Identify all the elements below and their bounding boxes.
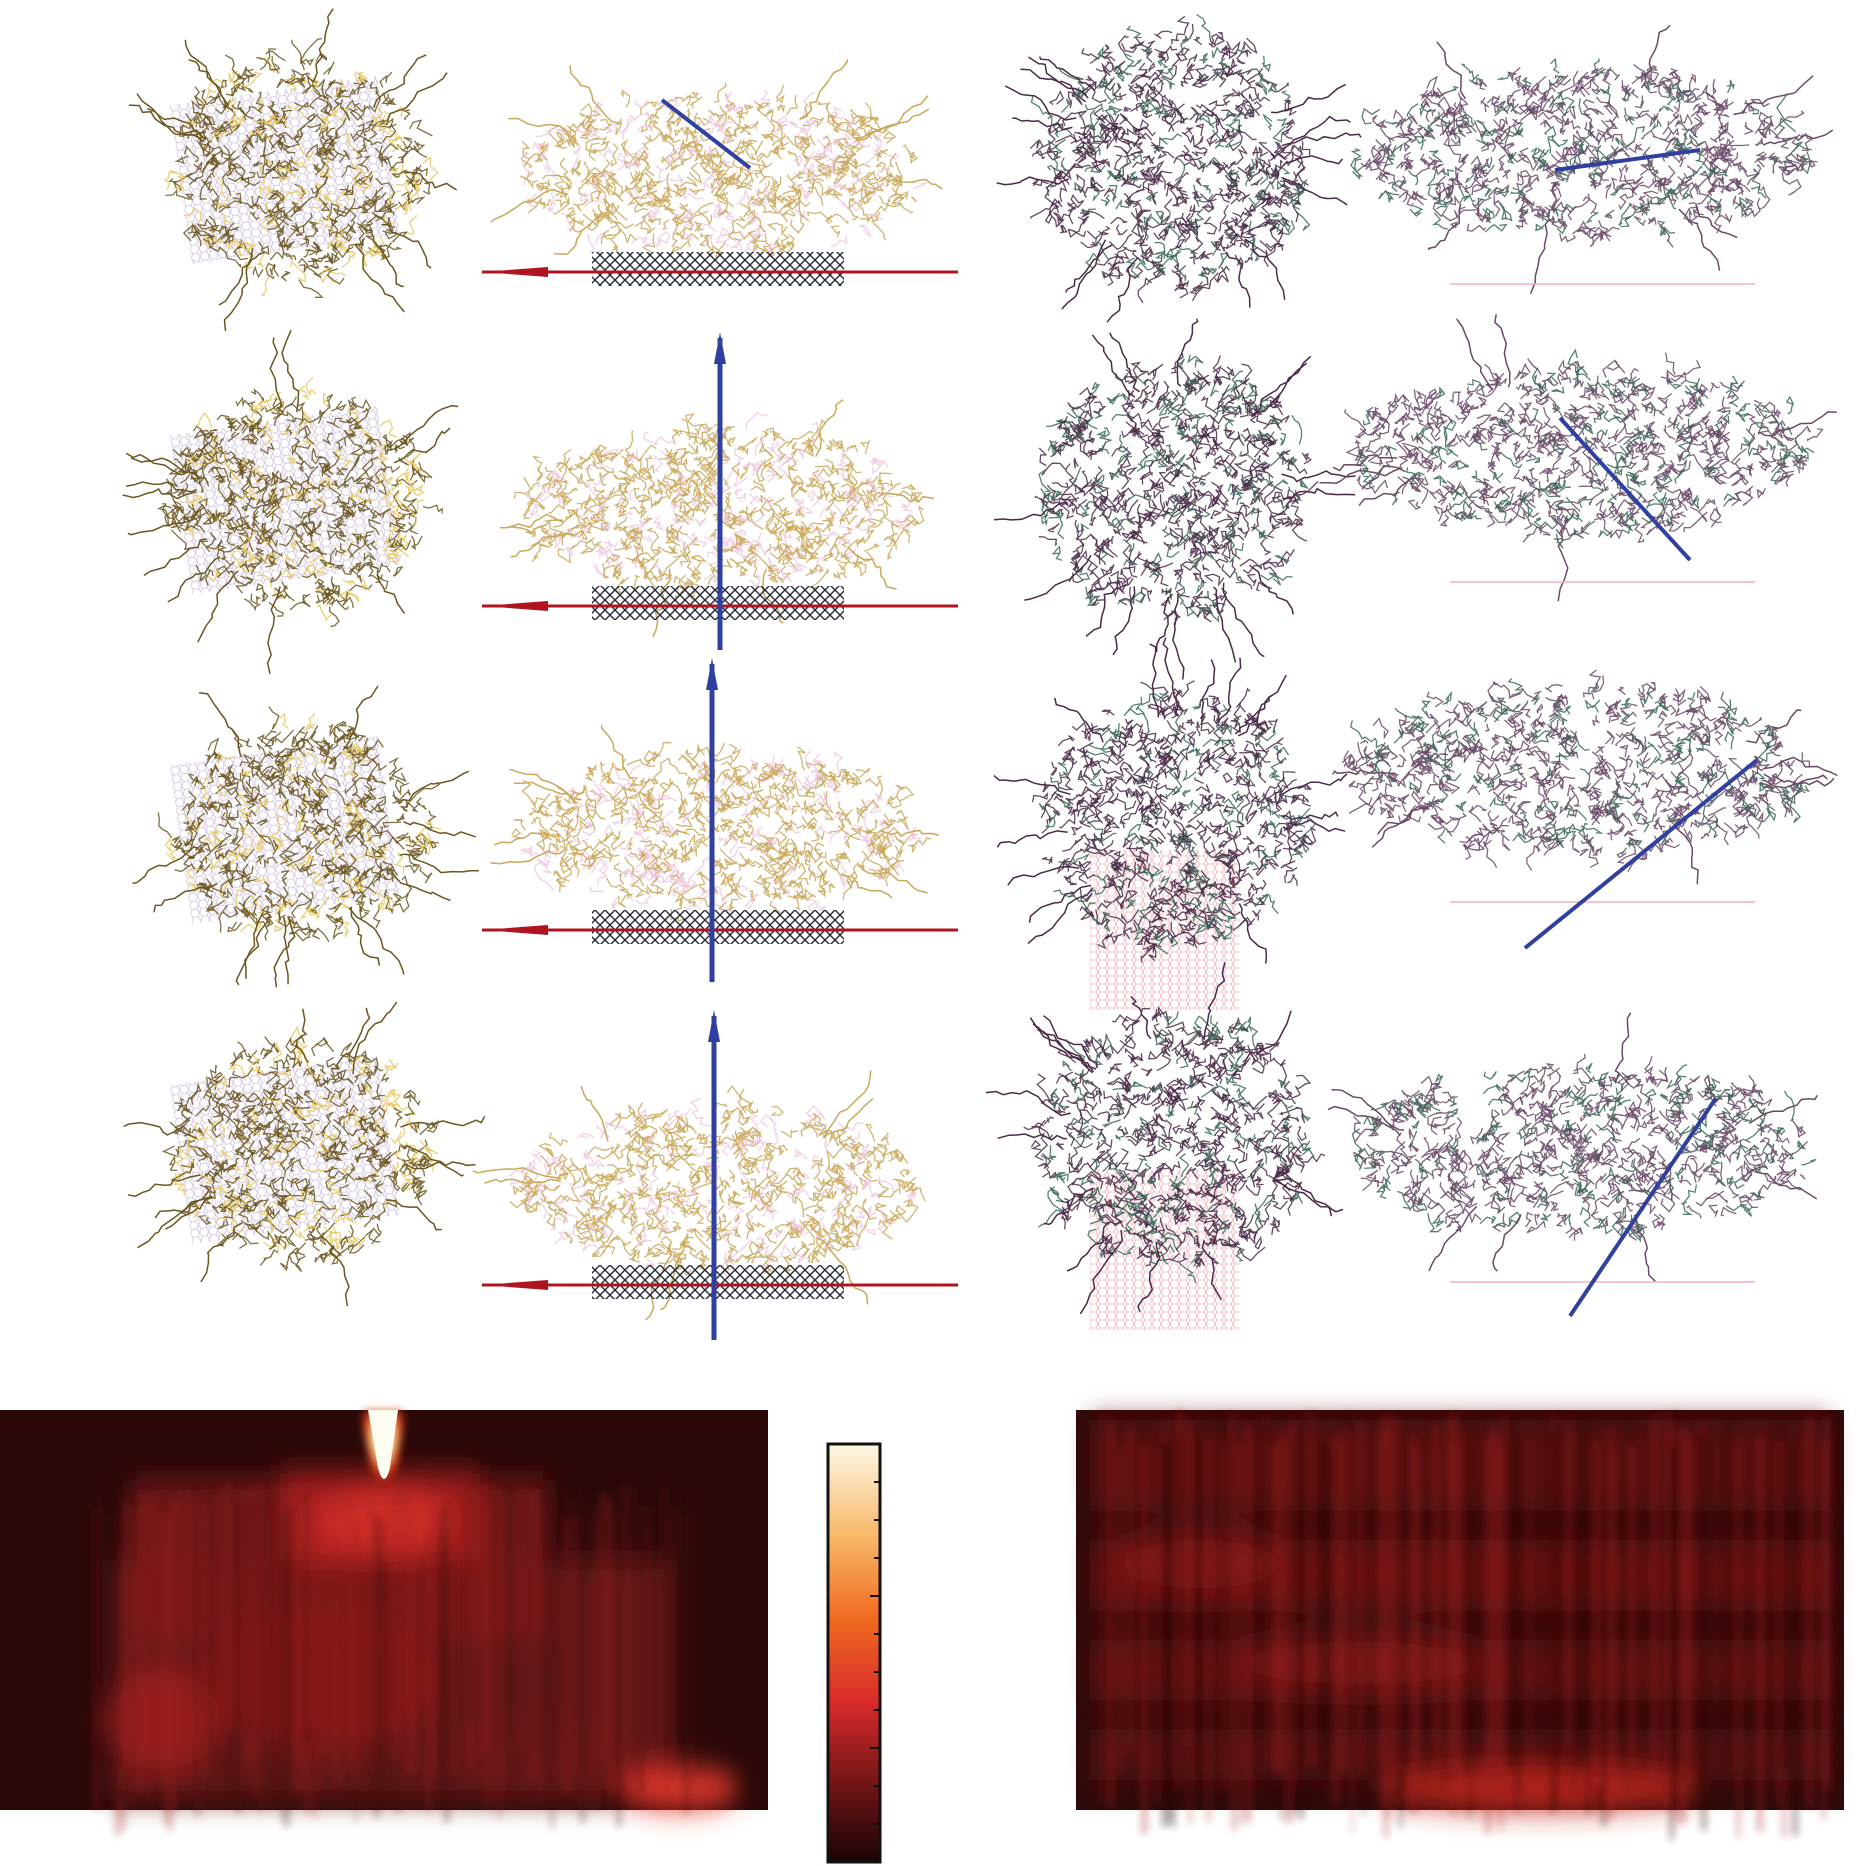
snapshot-right-side-view — [1327, 1012, 1819, 1318]
snapshot-left-side-view — [482, 332, 958, 650]
colorbar — [826, 1442, 882, 1864]
snapshot-left-top-view — [122, 330, 459, 674]
snapshot-left-side-view — [482, 59, 958, 286]
snapshot-right-top-view — [993, 318, 1356, 680]
snapshot-right-top-view — [996, 13, 1362, 323]
snapshot-left-top-view — [123, 1001, 486, 1307]
snapshot-left-top-view — [128, 8, 457, 332]
snapshot-right-top-view — [993, 637, 1348, 1010]
snapshot-left-side-view — [482, 658, 958, 982]
snapshot-right-side-view — [1332, 669, 1838, 950]
heatmap-left — [0, 1410, 768, 1836]
heatmap-right — [1076, 1410, 1844, 1841]
snapshot-left-side-view — [472, 1010, 958, 1340]
molecular-snapshots — [122, 8, 1838, 1340]
snapshot-right-side-view — [1319, 314, 1837, 602]
snapshot-right-top-view — [985, 962, 1344, 1330]
snapshot-left-top-view — [132, 685, 479, 988]
snapshot-right-side-view — [1350, 24, 1834, 294]
